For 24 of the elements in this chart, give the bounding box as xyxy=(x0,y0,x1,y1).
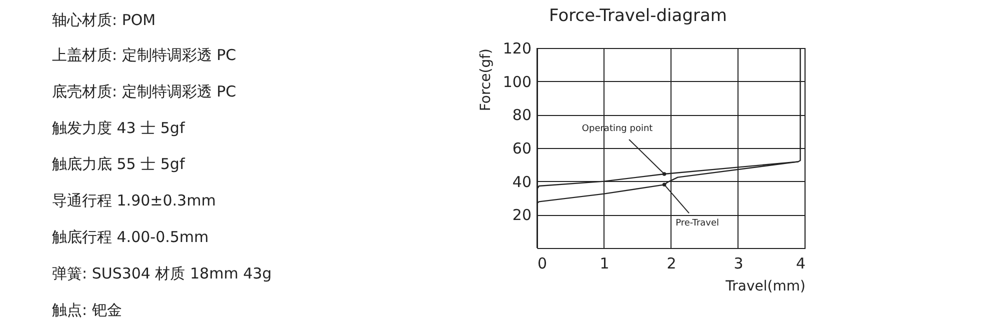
x-axis-title: Travel(mm) xyxy=(724,278,806,294)
x-tick-label: 0 xyxy=(538,254,548,272)
x-tick-label: 3 xyxy=(734,254,744,272)
text: 轴心材质: POM xyxy=(52,11,156,29)
x-tick-label: 2 xyxy=(666,254,676,272)
y-tick-label: 20 xyxy=(512,206,532,224)
text: 触底行程 4.00-0.5mm xyxy=(52,228,209,246)
annotation: Pre-Travel xyxy=(676,218,720,229)
x-tick-label: 4 xyxy=(796,254,806,272)
y-tick-label: 120 xyxy=(502,40,532,58)
y-tick-label: 100 xyxy=(502,72,532,91)
text: 触发力度 43 士 5gf xyxy=(52,118,186,137)
text: 导通行程 1.90±0.3mm xyxy=(52,192,216,210)
text: 底壳材质: 定制特调彩透 PC xyxy=(52,82,236,100)
x-tick-label: 1 xyxy=(600,254,610,272)
text: 触底力底 55 士 5gf xyxy=(52,155,186,174)
text: 弹簧: SUS304 材质 18mm 43g xyxy=(52,264,272,282)
y-tick-label: 40 xyxy=(512,172,532,191)
text: 上盖材质: 定制特调彩透 PC xyxy=(52,46,236,64)
text: 触点: 钯金 xyxy=(52,300,122,319)
y-tick-label: 80 xyxy=(512,106,532,124)
y-axis-title: Force(gf) xyxy=(478,48,494,112)
chart-title: Force-Travel-diagram xyxy=(549,6,727,26)
y-tick-label: 60 xyxy=(512,140,532,158)
